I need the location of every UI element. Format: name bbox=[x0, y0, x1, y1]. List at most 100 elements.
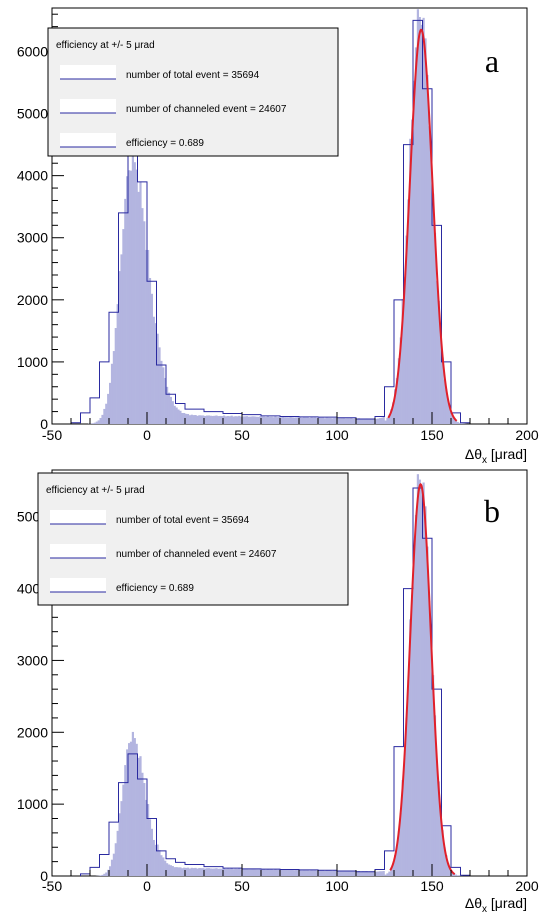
hist-bin-filled bbox=[309, 418, 311, 424]
hist-bin-filled bbox=[198, 868, 200, 876]
hist-bin-filled bbox=[250, 417, 252, 424]
y-tick-label: 4000 bbox=[17, 168, 48, 184]
hist-bin-filled bbox=[288, 417, 290, 424]
hist-bin-filled bbox=[238, 416, 240, 424]
hist-bin-filled bbox=[196, 869, 198, 876]
hist-bin-filled bbox=[379, 871, 381, 876]
hist-bin-filled bbox=[305, 417, 307, 424]
hist-bin-filled bbox=[288, 870, 290, 876]
x-tick-label: 100 bbox=[325, 427, 349, 443]
hist-bin-filled bbox=[225, 869, 227, 876]
hist-bin-filled bbox=[303, 870, 305, 876]
hist-bin-filled bbox=[151, 829, 153, 876]
hist-bin-filled bbox=[381, 418, 383, 424]
hist-bin-filled bbox=[143, 783, 145, 876]
hist-bin-filled bbox=[415, 515, 417, 876]
x-tick-label: 50 bbox=[234, 427, 250, 443]
legend-entry: efficiency = 0.689 bbox=[116, 583, 194, 594]
hist-bin-filled bbox=[103, 409, 105, 424]
hist-bin-filled bbox=[124, 199, 126, 424]
hist-bin-filled bbox=[181, 868, 183, 876]
hist-bin-filled bbox=[305, 870, 307, 876]
x-tick-label: 150 bbox=[420, 427, 444, 443]
hist-bin-filled bbox=[189, 415, 191, 424]
hist-bin-filled bbox=[326, 418, 328, 424]
hist-bin-filled bbox=[92, 423, 94, 424]
hist-bin-filled bbox=[134, 738, 136, 876]
hist-bin-filled bbox=[149, 278, 151, 424]
hist-bin-filled bbox=[233, 869, 235, 876]
hist-bin-filled bbox=[162, 857, 164, 876]
legend-entry: number of channeled event = 24607 bbox=[126, 104, 287, 115]
hist-bin-filled bbox=[286, 870, 288, 876]
hist-bin-filled bbox=[200, 415, 202, 424]
hist-bin-filled bbox=[229, 869, 231, 876]
hist-bin-filled bbox=[170, 397, 172, 424]
hist-bin-filled bbox=[139, 756, 141, 876]
legend-swatch bbox=[60, 99, 116, 113]
hist-bin-filled bbox=[219, 869, 221, 876]
hist-bin-filled bbox=[276, 417, 278, 424]
hist-bin-filled bbox=[191, 415, 193, 424]
hist-bin-filled bbox=[383, 871, 385, 876]
hist-bin-filled bbox=[329, 871, 331, 876]
x-axis-label: Δθx [μrad] bbox=[465, 895, 527, 915]
hist-bin-filled bbox=[195, 415, 197, 424]
hist-bin-filled bbox=[174, 406, 176, 424]
hist-bin-filled bbox=[341, 871, 343, 876]
hist-bin-filled bbox=[272, 870, 274, 876]
hist-bin-filled bbox=[158, 347, 160, 424]
x-tick-label: 50 bbox=[234, 878, 250, 894]
hist-bin-filled bbox=[217, 416, 219, 424]
y-tick-label: 2000 bbox=[17, 292, 48, 308]
hist-bin-filled bbox=[143, 221, 145, 424]
hist-bin-filled bbox=[345, 419, 347, 424]
hist-bin-filled bbox=[206, 416, 208, 424]
hist-bin-filled bbox=[263, 869, 265, 876]
hist-bin-filled bbox=[250, 869, 252, 876]
hist-bin-filled bbox=[312, 870, 314, 876]
legend-entry: number of total event = 35694 bbox=[116, 515, 250, 526]
hist-bin-filled bbox=[160, 855, 162, 876]
hist-bin-filled bbox=[174, 867, 176, 876]
x-tick-label: 0 bbox=[143, 427, 151, 443]
hist-bin-filled bbox=[307, 417, 309, 424]
hist-bin-filled bbox=[352, 871, 354, 876]
hist-bin-filled bbox=[295, 417, 297, 424]
hist-bin-filled bbox=[379, 418, 381, 424]
hist-bin-filled bbox=[271, 417, 273, 424]
hist-bin-filled bbox=[424, 38, 426, 424]
hist-bin-filled bbox=[248, 869, 250, 876]
hist-bin-filled bbox=[187, 868, 189, 876]
legend-swatch bbox=[50, 510, 106, 524]
hist-bin-filled bbox=[426, 75, 428, 424]
legend-swatch bbox=[50, 578, 106, 592]
hist-bin-filled bbox=[293, 418, 295, 424]
hist-bin-filled bbox=[119, 813, 121, 876]
hist-bin-filled bbox=[179, 411, 181, 424]
legend-entry: number of channeled event = 24607 bbox=[116, 549, 277, 560]
hist-bin-filled bbox=[115, 843, 117, 876]
hist-bin-filled bbox=[189, 868, 191, 876]
y-tick-label: 1000 bbox=[17, 354, 48, 370]
hist-bin-filled bbox=[326, 870, 328, 876]
hist-bin-filled bbox=[257, 870, 259, 876]
hist-bin-filled bbox=[109, 383, 111, 424]
hist-bin-filled bbox=[301, 418, 303, 424]
hist-bin-filled bbox=[179, 867, 181, 876]
hist-bin-filled bbox=[176, 867, 178, 876]
hist-bin-filled bbox=[388, 872, 390, 876]
hist-bin-filled bbox=[284, 417, 286, 424]
hist-bin-filled bbox=[343, 871, 345, 876]
hist-bin-filled bbox=[227, 416, 229, 424]
hist-bin-filled bbox=[257, 417, 259, 424]
hist-bin-filled bbox=[267, 416, 269, 424]
hist-bin-filled bbox=[348, 871, 350, 876]
hist-bin-filled bbox=[132, 152, 134, 424]
hist-bin-filled bbox=[177, 410, 179, 424]
hist-bin-filled bbox=[231, 868, 233, 876]
hist-bin-filled bbox=[253, 869, 255, 876]
